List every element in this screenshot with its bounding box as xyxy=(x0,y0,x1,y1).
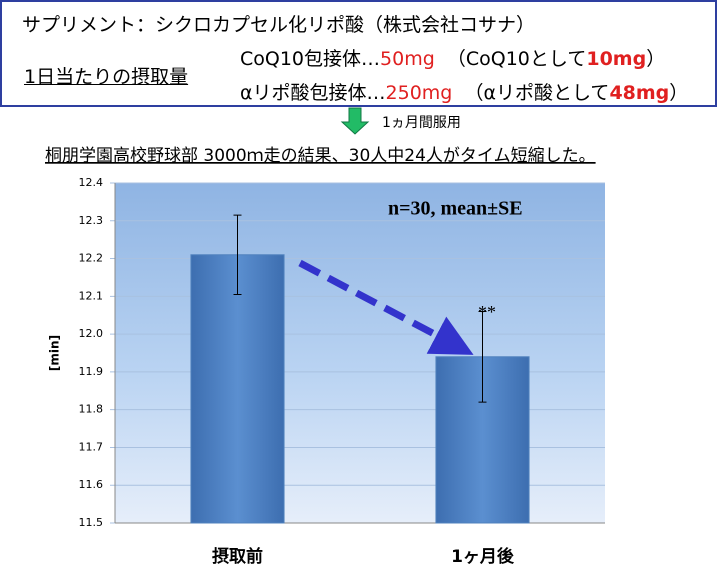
text: CoQ10包接体… xyxy=(240,48,381,70)
text: （αリポ酸として xyxy=(464,82,610,104)
result-title: 桐朋学園高校野球部 3000ｍ走の結果、30人中24人がタイム短縮した。 xyxy=(45,146,596,166)
alpha-line: αリポ酸包接体…250mg （αリポ酸として48mg） xyxy=(240,78,688,105)
amount: 48mg xyxy=(609,82,670,104)
coq10-line: CoQ10包接体…50mg （CoQ10として10mg） xyxy=(240,44,665,71)
period-label: 1ヵ月間服用 xyxy=(382,115,461,131)
y-tick-label: 11.9 xyxy=(79,365,104,378)
x-tick-label: 摂取前 xyxy=(212,546,263,567)
y-tick-label: 12.1 xyxy=(79,289,104,302)
text: ） xyxy=(669,82,689,104)
amount: 50mg xyxy=(380,48,435,70)
amount: 250mg xyxy=(385,82,453,104)
bar xyxy=(190,254,285,524)
y-axis-label: [min] xyxy=(48,335,62,371)
amount: 10mg xyxy=(586,48,647,70)
period-arrow xyxy=(340,107,370,135)
annotation: n=30, mean±SE xyxy=(388,198,523,220)
text: ） xyxy=(646,48,666,70)
y-tick-label: 12.2 xyxy=(79,252,104,265)
trend-arrow xyxy=(298,259,474,355)
significance: ** xyxy=(478,302,496,322)
plot-area xyxy=(115,183,605,523)
text: （CoQ10として xyxy=(446,48,587,70)
y-tick-label: 11.8 xyxy=(79,403,104,416)
y-tick-label: 12.0 xyxy=(79,327,104,340)
y-tick-label: 11.5 xyxy=(79,516,104,529)
y-tick-label: 12.3 xyxy=(79,214,104,227)
x-tick-label: 1ヶ月後 xyxy=(451,546,515,567)
error-bar xyxy=(233,214,242,295)
supplement-box: サプリメント：シクロカプセル化リポ酸（株式会社コサナ） 1日当たりの摂取量 Co… xyxy=(0,0,717,107)
error-bar xyxy=(478,310,487,403)
y-tick-label: 11.7 xyxy=(79,440,104,453)
supplement-title: サプリメント：シクロカプセル化リポ酸（株式会社コサナ） xyxy=(22,14,536,36)
dose-label: 1日当たりの摂取量 xyxy=(24,66,189,88)
y-tick-label: 12.4 xyxy=(79,176,104,189)
y-tick-label: 11.6 xyxy=(79,478,104,491)
text: αリポ酸包接体… xyxy=(240,82,386,104)
